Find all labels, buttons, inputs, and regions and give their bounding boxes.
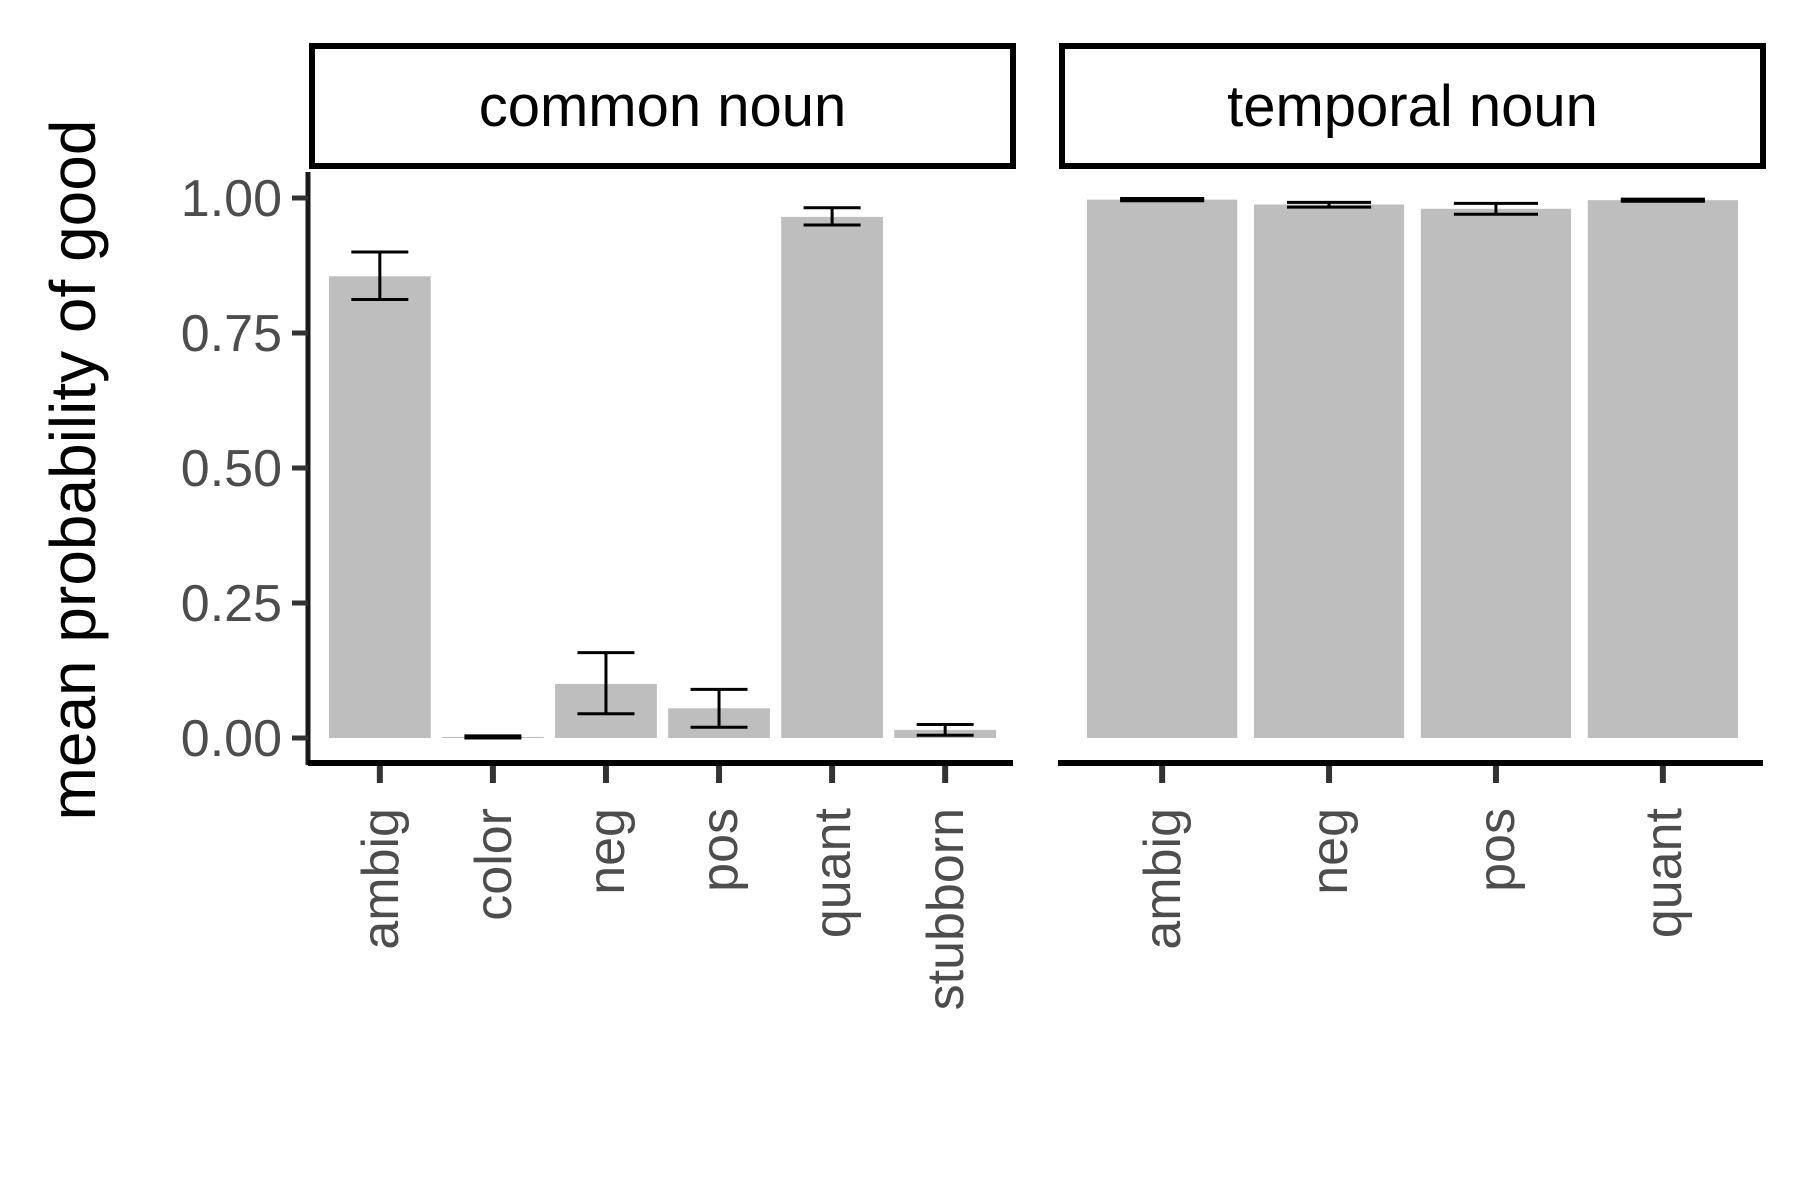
error-bar [1620,197,1705,203]
facet-panel: common noun ambig color neg pos quant stubborn [308,43,1016,1010]
error-bar [690,687,748,729]
y-tick-label: 1.00 [181,170,282,228]
facet-label: common noun [479,74,847,139]
x-tick-label: neg [578,808,636,895]
error-bar [1286,200,1372,209]
facet-strip [309,43,1016,169]
error-bar [916,723,974,737]
facet-strip [1059,43,1766,169]
y-tick-label: 0.75 [181,305,282,363]
error-bar [577,651,635,716]
x-tick-label: color [465,808,523,921]
x-tick-label: ambig [352,808,410,950]
x-tick-label: pos [691,808,749,892]
bar [1587,200,1738,738]
bar [1087,199,1238,738]
x-tick-label: quant [804,807,862,938]
error-bar [803,206,861,227]
y-tick-label: 0.25 [181,575,282,633]
y-axis-title: mean probability of good [37,120,109,821]
facet-label: temporal noun [1227,74,1598,139]
bar [781,216,883,738]
x-tick-label: neg [1301,808,1359,895]
y-tick-label: 0.50 [181,440,282,498]
x-tick-label: pos [1468,808,1526,892]
bar [328,276,431,738]
error-bar [464,734,522,740]
error-bar [1453,201,1539,216]
x-tick-label: quant [1635,807,1693,938]
x-tick-label: ambig [1134,808,1192,950]
x-tick-label: stubborn [917,808,975,1010]
facet-panel: temporal noun ambig neg pos quant [1058,43,1766,950]
error-bar [1120,197,1205,203]
error-bar [351,250,409,302]
facet-panels: 0.00 0.25 0.50 0.75 1.00 common noun ambig colo… [181,43,1766,1010]
y-tick-label: 0.00 [181,710,282,768]
bar [1420,208,1572,739]
bar [1253,204,1405,739]
